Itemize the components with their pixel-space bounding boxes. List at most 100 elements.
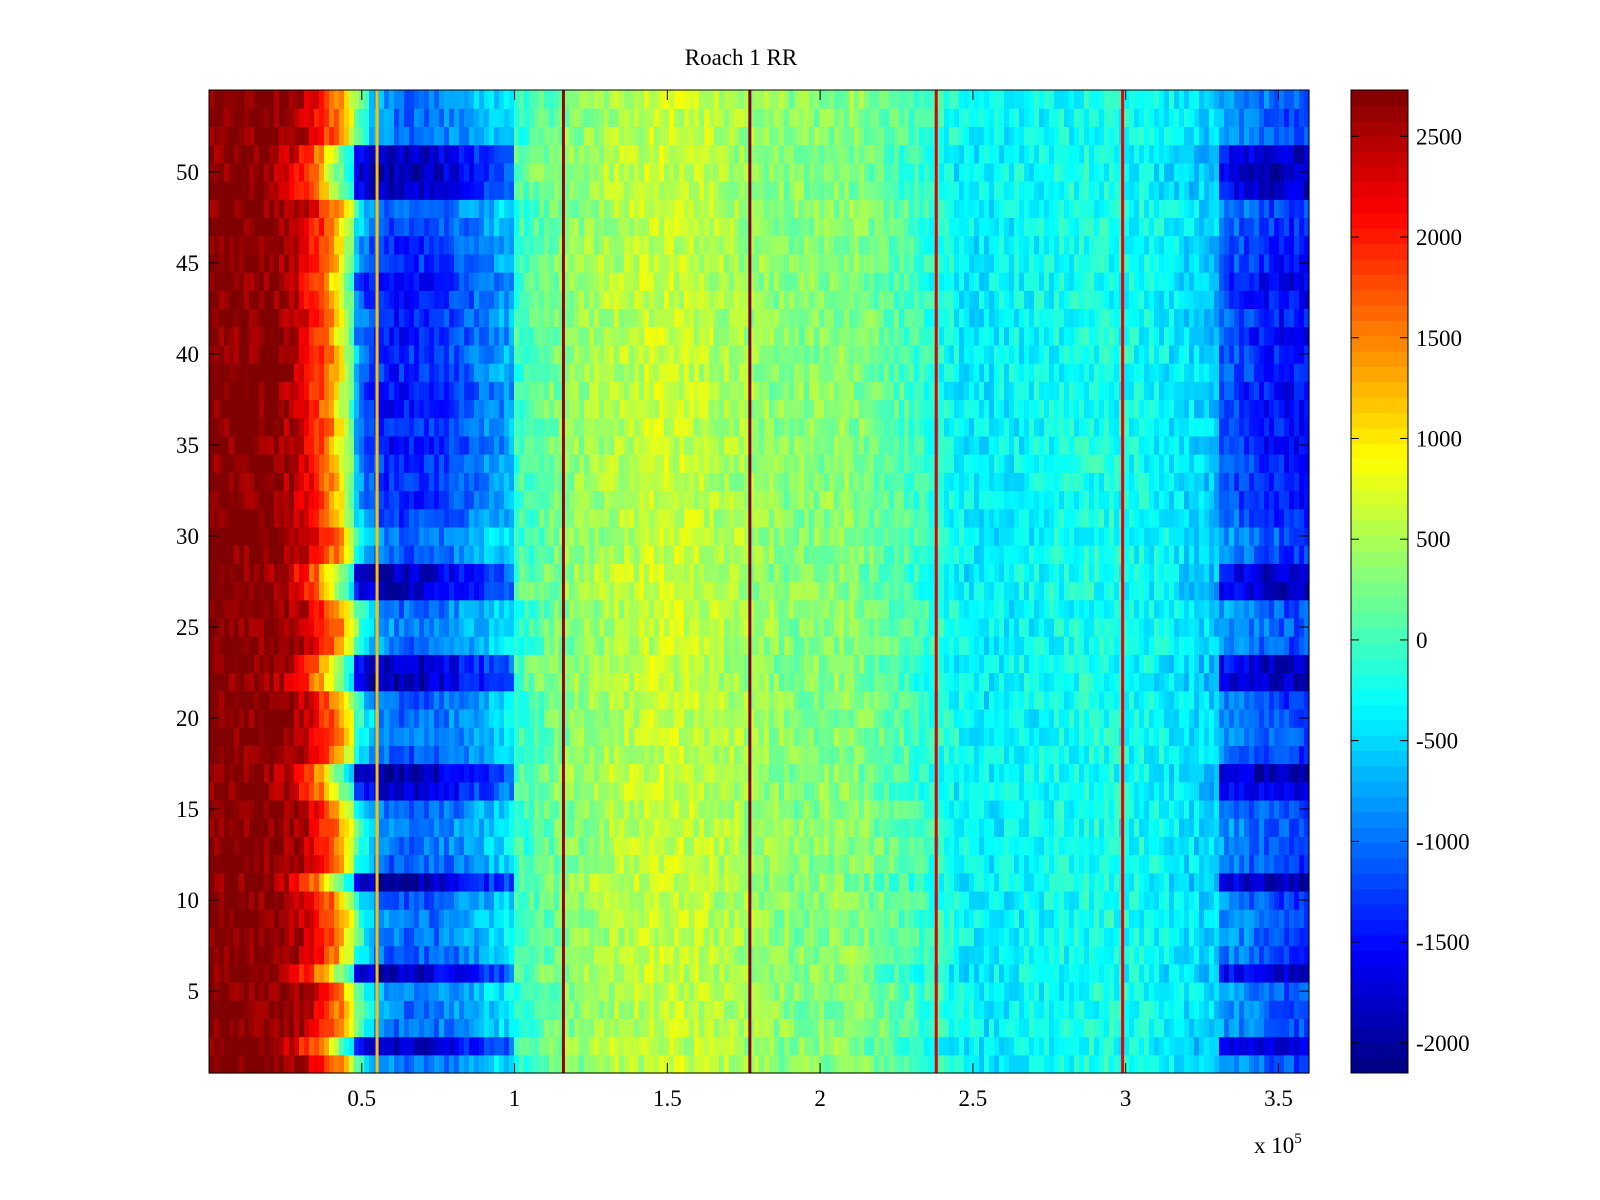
heatmap-cell [254, 781, 260, 801]
heatmap-cell [854, 872, 860, 892]
heatmap-cell [1164, 872, 1170, 892]
heatmap-cell [924, 708, 930, 728]
heatmap-cell [689, 672, 695, 692]
heatmap-cell [1009, 799, 1015, 819]
heatmap-cell [634, 781, 640, 801]
heatmap-cell [754, 909, 760, 928]
heatmap-cell [544, 818, 550, 837]
heatmap-cell [1179, 763, 1185, 783]
heatmap-cell [689, 890, 695, 910]
heatmap-cell [629, 727, 635, 746]
heatmap-cell [849, 1018, 855, 1038]
heatmap-cell [1234, 690, 1240, 710]
heatmap-cell [1199, 708, 1205, 728]
heatmap-cell [1059, 727, 1065, 746]
heatmap-cell [229, 818, 235, 837]
heatmap-cell [319, 909, 325, 928]
heatmap-cell [369, 1018, 375, 1038]
heatmap-cell [1219, 1018, 1225, 1038]
heatmap-cell [659, 927, 665, 947]
heatmap-cell [849, 963, 855, 983]
heatmap-cell [229, 1054, 235, 1074]
heatmap-cell [1084, 763, 1090, 783]
heatmap-cell [354, 836, 360, 856]
heatmap-cell [229, 909, 235, 928]
heatmap-cell [564, 927, 570, 947]
heatmap-cell [1159, 890, 1165, 910]
heatmap-cell [234, 927, 240, 947]
heatmap-cell [229, 654, 235, 674]
heatmap-cell [1129, 781, 1135, 801]
heatmap-cell [389, 745, 395, 765]
heatmap-cell [494, 818, 500, 837]
heatmap-cell [604, 745, 610, 765]
heatmap-cell [624, 799, 630, 819]
heatmap-cell [329, 818, 335, 837]
heatmap-cell [929, 1054, 935, 1074]
heatmap-cell [849, 927, 855, 947]
heatmap-cell [1034, 854, 1040, 874]
heatmap-cell [274, 927, 280, 947]
heatmap-cell [1224, 818, 1230, 837]
heatmap-cell [834, 745, 840, 765]
heatmap-cell [614, 963, 620, 983]
heatmap-cell [1284, 708, 1290, 728]
heatmap-cell [339, 963, 345, 983]
heatmap-cell [344, 781, 350, 801]
heatmap-cell [284, 1000, 290, 1019]
heatmap-cell [714, 727, 720, 746]
heatmap-cell [759, 872, 765, 892]
heatmap-cell [859, 781, 865, 801]
heatmap-cell [444, 890, 450, 910]
heatmap-cell [979, 818, 985, 837]
heatmap-cell [624, 654, 630, 674]
heatmap-cell [479, 763, 485, 783]
heatmap-cell [454, 1036, 460, 1056]
heatmap-cell [1004, 818, 1010, 837]
heatmap-cell [254, 708, 260, 728]
heatmap-cell [949, 890, 955, 910]
heatmap-cell [794, 654, 800, 674]
heatmap-cell [499, 909, 505, 928]
heatmap-cell [849, 836, 855, 856]
heatmap-cell [944, 818, 950, 837]
heatmap-cell [989, 1054, 995, 1074]
heatmap-cell [1054, 836, 1060, 856]
heatmap-cell [549, 781, 555, 801]
heatmap-cell [474, 727, 480, 746]
heatmap-cell [904, 672, 910, 692]
heatmap-cell [654, 763, 660, 783]
heatmap-cell [524, 909, 530, 928]
heatmap-cell [929, 745, 935, 765]
heatmap-cell [1244, 1036, 1250, 1056]
heatmap-cell [754, 763, 760, 783]
heatmap-cell [779, 799, 785, 819]
heatmap-cell [819, 872, 825, 892]
heatmap-cell [1169, 745, 1175, 765]
heatmap-cell [774, 872, 780, 892]
heatmap-cell [1044, 781, 1050, 801]
heatmap-cell [804, 890, 810, 910]
heatmap-cell [439, 727, 445, 746]
heatmap-cell [939, 872, 945, 892]
heatmap-cell [279, 1018, 285, 1038]
heatmap-cell [274, 1018, 280, 1038]
heatmap-cell [1099, 981, 1105, 1001]
heatmap-cell [1189, 945, 1195, 965]
heatmap-cell [299, 1054, 305, 1074]
heatmap-cell [1164, 799, 1170, 819]
heatmap-cell [579, 1000, 585, 1019]
heatmap-cell [1079, 836, 1085, 856]
heatmap-cell [1204, 854, 1210, 874]
heatmap-cell [709, 799, 715, 819]
heatmap-cell [474, 818, 480, 837]
heatmap-cell [474, 836, 480, 856]
heatmap-cell [419, 654, 425, 674]
heatmap-cell [219, 799, 225, 819]
heatmap-cell [799, 1054, 805, 1074]
heatmap-cell [1194, 909, 1200, 928]
heatmap-cell [1204, 745, 1210, 765]
heatmap-cell [1219, 963, 1225, 983]
heatmap-cell [994, 672, 1000, 692]
heatmap-cell [904, 963, 910, 983]
